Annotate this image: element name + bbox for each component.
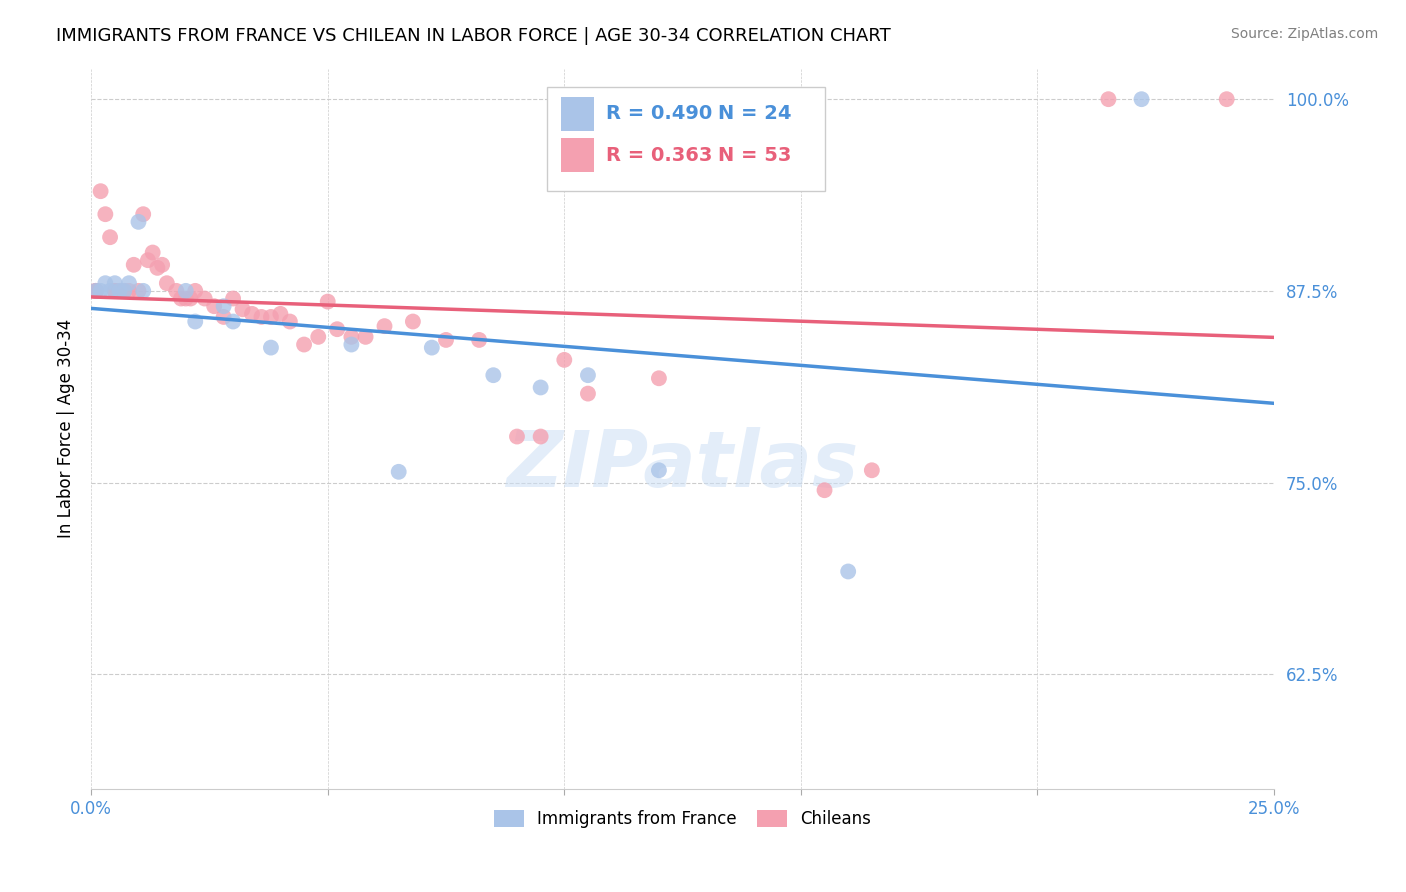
Point <box>250 310 273 324</box>
Point <box>269 307 291 321</box>
Point <box>112 284 135 298</box>
Point <box>420 341 443 355</box>
Point <box>340 337 363 351</box>
Text: R = 0.363: R = 0.363 <box>606 145 711 164</box>
Point <box>373 319 395 334</box>
Point <box>482 368 505 383</box>
Point <box>576 368 599 383</box>
Point <box>240 307 263 321</box>
Text: ZIPatlas: ZIPatlas <box>506 427 859 503</box>
Point <box>354 330 377 344</box>
Point <box>402 314 425 328</box>
FancyBboxPatch shape <box>547 87 824 191</box>
Point <box>108 284 131 298</box>
Point <box>104 284 127 298</box>
Point <box>576 386 599 401</box>
Point <box>222 292 245 306</box>
Point <box>530 380 553 394</box>
Text: IMMIGRANTS FROM FRANCE VS CHILEAN IN LABOR FORCE | AGE 30-34 CORRELATION CHART: IMMIGRANTS FROM FRANCE VS CHILEAN IN LAB… <box>56 27 891 45</box>
Point <box>108 284 131 298</box>
Point <box>94 207 117 221</box>
Point <box>142 245 165 260</box>
Point <box>260 310 283 324</box>
Point <box>84 284 107 298</box>
Point <box>316 294 339 309</box>
Point <box>136 253 159 268</box>
Text: Source: ZipAtlas.com: Source: ZipAtlas.com <box>1230 27 1378 41</box>
Point <box>1130 92 1153 106</box>
Point <box>506 429 529 443</box>
Y-axis label: In Labor Force | Age 30-34: In Labor Force | Age 30-34 <box>58 319 75 539</box>
Point <box>127 284 149 298</box>
Text: N = 24: N = 24 <box>718 104 792 123</box>
Legend: Immigrants from France, Chileans: Immigrants from France, Chileans <box>488 804 877 835</box>
Point <box>84 284 107 298</box>
Point <box>122 258 145 272</box>
Point <box>94 276 117 290</box>
Point <box>648 463 671 477</box>
Point <box>553 352 575 367</box>
FancyBboxPatch shape <box>561 137 593 172</box>
Point <box>98 284 121 298</box>
Point <box>648 371 671 385</box>
Point <box>90 284 112 298</box>
Point <box>104 276 127 290</box>
Point <box>174 292 197 306</box>
Point <box>212 299 235 313</box>
Point <box>156 276 179 290</box>
Point <box>340 330 363 344</box>
Point <box>212 310 235 324</box>
Point <box>307 330 329 344</box>
Point <box>837 565 859 579</box>
Point <box>278 314 301 328</box>
Point <box>292 337 315 351</box>
Text: R = 0.490: R = 0.490 <box>606 104 711 123</box>
Point <box>202 299 225 313</box>
Point <box>150 258 173 272</box>
Text: N = 53: N = 53 <box>718 145 792 164</box>
Point <box>326 322 349 336</box>
Point <box>84 284 107 298</box>
Point <box>90 184 112 198</box>
Point <box>468 333 491 347</box>
FancyBboxPatch shape <box>561 96 593 131</box>
Point <box>222 314 245 328</box>
Point <box>260 341 283 355</box>
Point <box>170 292 193 306</box>
Point <box>388 465 411 479</box>
Point <box>118 276 141 290</box>
Point <box>194 292 217 306</box>
Point <box>132 284 155 298</box>
Point <box>434 333 457 347</box>
Point <box>1215 92 1237 106</box>
Point <box>184 284 207 298</box>
Point <box>165 284 187 298</box>
Point <box>127 215 149 229</box>
Point <box>174 284 197 298</box>
Point <box>860 463 883 477</box>
Point <box>146 260 169 275</box>
Point <box>112 284 135 298</box>
Point <box>813 483 835 498</box>
Point <box>530 429 553 443</box>
Point <box>118 284 141 298</box>
Point <box>232 302 254 317</box>
Point <box>1097 92 1119 106</box>
Point <box>184 314 207 328</box>
Point <box>104 284 127 298</box>
Point <box>98 230 121 244</box>
Point <box>179 292 201 306</box>
Point <box>84 284 107 298</box>
Point <box>132 207 155 221</box>
